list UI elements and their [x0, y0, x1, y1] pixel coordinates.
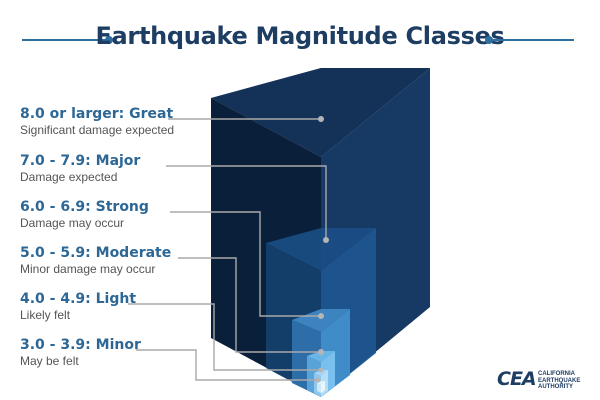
cube-major-top [266, 228, 376, 271]
class-light-name: 4.0 - 4.9: Light [20, 291, 137, 307]
leader-lines [128, 118, 327, 381]
leader-dot-great [318, 116, 324, 122]
cea-logo-text: CALIFORNIA EARTHQUAKE AUTHORITY [538, 371, 580, 391]
class-great-desc: Significant damage expected [20, 123, 175, 137]
class-moderate: 5.0 - 5.9: Moderate Minor damage may occ… [20, 245, 171, 276]
class-minor: 3.0 - 3.9: Minor May be felt [20, 337, 141, 368]
class-light: 4.0 - 4.9: Light Likely felt [20, 291, 136, 322]
cube-minor-left [317, 383, 321, 393]
leader-dot-light [318, 367, 324, 373]
class-strong-name: 6.0 - 6.9: Strong [20, 199, 149, 215]
cube-moderate-top [307, 351, 335, 362]
class-strong-desc: Damage may occur [20, 216, 125, 230]
title-rule-right [489, 39, 574, 41]
class-major-desc: Damage expected [20, 170, 118, 184]
leader-dots [315, 116, 329, 383]
class-moderate-desc: Minor damage may occur [20, 262, 156, 276]
class-moderate-name: 5.0 - 5.9: Moderate [20, 245, 172, 261]
cube-great-top [211, 68, 430, 157]
title-row: Earthquake Magnitude Classes [0, 22, 600, 58]
cube-great-top-sheen [211, 68, 430, 157]
leader-line-strong [170, 211, 321, 317]
cea-logo: CEA CALIFORNIA EARTHQUAKE AUTHORITY [497, 368, 587, 394]
cube-minor-front [321, 381, 325, 393]
leader-dot-major [323, 237, 329, 243]
cube-minor [317, 381, 325, 393]
cea-logo-line-1: CALIFORNIA [538, 371, 575, 377]
title-rule-left [22, 39, 111, 41]
title-dot-left [105, 36, 113, 44]
cea-logo-line-3: AUTHORITY [538, 384, 573, 390]
leader-dot-minor [315, 377, 321, 383]
leader-line-moderate [178, 257, 321, 353]
class-strong: 6.0 - 6.9: Strong Damage may occur [20, 199, 149, 230]
class-major-name: 7.0 - 7.9: Major [20, 153, 141, 169]
leader-line-minor [136, 349, 318, 381]
leader-line-major [166, 165, 327, 240]
page-title: Earthquake Magnitude Classes [95, 22, 505, 50]
class-great: 8.0 or larger: Great Significant damage … [20, 106, 174, 137]
cea-logo-mark: CEA [497, 368, 537, 390]
class-great-name: 8.0 or larger: Great [20, 106, 174, 122]
leader-line-light [128, 303, 321, 371]
class-light-desc: Likely felt [20, 308, 71, 322]
cea-logo-line-2: EARTHQUAKE [538, 377, 581, 384]
leader-dot-moderate [318, 349, 324, 355]
class-major: 7.0 - 7.9: Major Damage expected [20, 153, 140, 184]
class-minor-desc: May be felt [20, 354, 79, 368]
class-minor-name: 3.0 - 3.9: Minor [20, 337, 141, 353]
cube-strong-top [292, 309, 350, 332]
leader-dot-strong [318, 313, 324, 319]
